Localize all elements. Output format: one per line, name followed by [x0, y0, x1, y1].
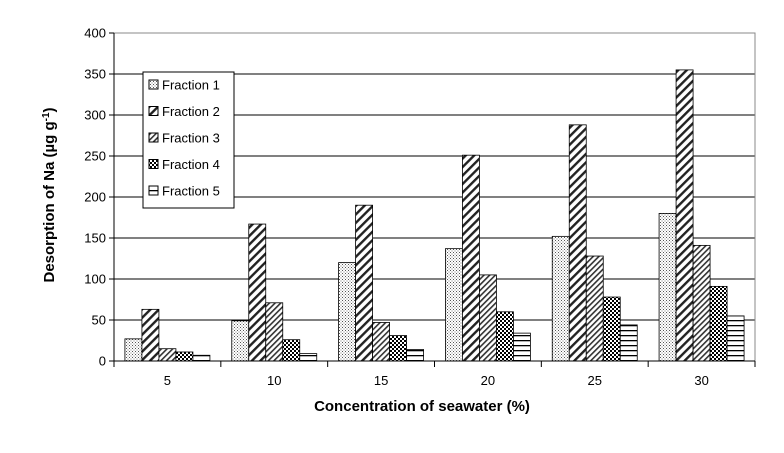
- legend-label-fraction-3: Fraction 3: [162, 131, 220, 146]
- bar-fraction-5-20: [513, 332, 531, 362]
- bar-fraction-1-5: [124, 338, 143, 362]
- bar-fraction-2-15: [355, 204, 373, 362]
- bar-fraction-1-20: [445, 248, 463, 362]
- y-tick-label: 50: [92, 313, 106, 328]
- x-tick-labels: 5 10 15 20 25 30: [164, 373, 709, 388]
- bar-fraction-2-20: [462, 154, 480, 362]
- bar-fraction-1-15: [338, 262, 356, 362]
- legend-label-fraction-2: Fraction 2: [162, 104, 220, 119]
- x-axis-title: Concentration of seawater (%): [314, 398, 530, 415]
- y-axis-title: Desorption of Na (µg g-1): [41, 107, 59, 282]
- bar-fraction-3-15: [372, 322, 390, 362]
- legend-swatch-fraction-1: [148, 79, 159, 90]
- bar-fraction-5-25: [619, 324, 638, 362]
- bar-fraction-4-10: [282, 339, 301, 362]
- legend-label-fraction-4: Fraction 4: [162, 157, 220, 172]
- x-tick-label: 5: [164, 373, 171, 388]
- bar-fraction-4-30: [709, 285, 728, 362]
- bar-fraction-3-5: [158, 348, 177, 362]
- x-tick-label: 10: [267, 373, 281, 388]
- bar-fraction-2-25: [568, 124, 587, 362]
- bar-fraction-2-10: [248, 223, 267, 362]
- x-tick-label: 30: [694, 373, 708, 388]
- bar-fraction-2-30: [675, 69, 694, 362]
- axes: [109, 32, 756, 367]
- x-tick-label: 20: [481, 373, 495, 388]
- legend-label-fraction-5: Fraction 5: [162, 184, 220, 199]
- y-tick-label: 0: [99, 354, 106, 369]
- y-tick-labels: 0 50 100 150 200 250 300 350 400: [84, 26, 106, 369]
- y-axis-title-close: ): [41, 107, 58, 112]
- y-tick-label: 250: [84, 149, 106, 164]
- y-tick-label: 300: [84, 108, 106, 123]
- y-axis-title-main: Desorption of Na (µg g: [41, 121, 58, 282]
- bar-fraction-1-25: [551, 235, 570, 362]
- bar-fraction-2-5: [141, 308, 160, 362]
- bars: [124, 69, 745, 362]
- y-tick-label: 150: [84, 231, 106, 246]
- bar-fraction-5-5: [192, 354, 211, 362]
- bar-fraction-4-15: [389, 335, 407, 362]
- bar-fraction-5-10: [299, 353, 318, 362]
- bar-fraction-4-5: [175, 351, 194, 362]
- legend-swatch-fraction-5: [148, 185, 159, 196]
- x-tick-label: 25: [588, 373, 602, 388]
- bar-fraction-4-25: [602, 296, 621, 362]
- legend-label-fraction-1: Fraction 1: [162, 78, 220, 93]
- legend: Fraction 1 Fraction 2 Fraction 3 Fraction 4…: [142, 71, 235, 209]
- bar-fraction-1-30: [658, 212, 677, 362]
- bar-fraction-3-20: [479, 274, 497, 362]
- bar-fraction-3-10: [265, 302, 284, 362]
- legend-swatch-fraction-2: [148, 106, 159, 116]
- y-tick-label: 400: [84, 26, 106, 41]
- bar-fraction-5-30: [726, 315, 745, 362]
- legend-swatch-fraction-4: [148, 159, 159, 169]
- bar-fraction-5-15: [406, 349, 424, 362]
- bar-fraction-3-25: [585, 255, 604, 362]
- y-tick-label: 200: [84, 190, 106, 205]
- bar-fraction-1-10: [231, 320, 250, 362]
- y-tick-label: 350: [84, 67, 106, 82]
- legend-swatch-fraction-3: [148, 132, 159, 143]
- bar-fraction-4-20: [496, 311, 514, 362]
- x-tick-label: 15: [374, 373, 388, 388]
- y-axis-title-superscript: -1: [41, 112, 52, 121]
- y-tick-label: 100: [84, 272, 106, 287]
- bar-fraction-3-30: [692, 244, 711, 362]
